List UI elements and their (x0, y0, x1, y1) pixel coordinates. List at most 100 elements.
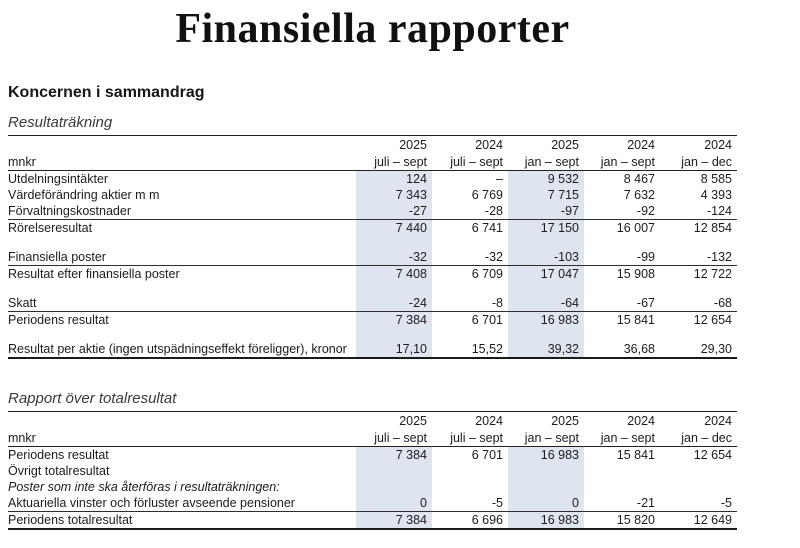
row-label: Värdeförändring aktier m m (8, 188, 160, 203)
year-header-row: 2025 2024 2025 2024 2024 (8, 135, 737, 154)
period-header: jan – sept (508, 429, 584, 448)
value-cell: 12 854 (660, 219, 737, 237)
year-header: 2024 (432, 135, 508, 154)
value-cell (508, 479, 584, 496)
value-cell: 6 709 (432, 265, 508, 283)
value-cell: 7 408 (356, 265, 432, 283)
value-cell (508, 463, 584, 480)
value-cell: -27 (356, 203, 432, 220)
value-cell: -103 (508, 249, 584, 266)
value-cell (584, 479, 660, 495)
value-cell: -21 (636, 496, 655, 511)
value-cell: 16 983 (508, 511, 584, 531)
spacer-row (8, 236, 737, 250)
value-cell: 15 841 (584, 311, 660, 329)
financial-table: 2025 2024 2025 2024 2024 mnkr juli – sept juli … (8, 135, 737, 360)
value-cell: 0 (508, 495, 584, 512)
table-block-0: Resultaträkning 2025 2024 2025 2024 2024 mnkr j… (8, 114, 737, 360)
value-cell: 9 532 (508, 170, 584, 188)
value-cell (356, 479, 432, 496)
value-cell (508, 328, 584, 342)
period-header-row: mnkr juli – sept juli – sept jan – sept jan … (8, 153, 737, 172)
value-cell (660, 328, 737, 341)
value-cell (508, 236, 584, 250)
row-label: Periodens totalresultat (8, 511, 356, 531)
row-label: Periodens resultat (8, 311, 356, 329)
year-header: 2024 (660, 411, 737, 430)
year-header: 2024 (584, 411, 660, 430)
value-cell (356, 282, 432, 296)
year-header: 2024 (660, 135, 737, 154)
value-cell: 15,52 (432, 341, 508, 360)
value-cell: 124 (356, 170, 432, 188)
financial-table: 2025 2024 2025 2024 2024 mnkr juli – sept juli … (8, 411, 737, 531)
value-cell: 29,30 (660, 341, 737, 360)
row-label: Övrigt totalresultat (8, 464, 110, 479)
row-label (8, 282, 356, 295)
value-cell: -92 (636, 204, 655, 219)
value-cell (584, 236, 660, 249)
unit-label: mnkr (8, 429, 356, 448)
table-row: Rörelseresultat 7 440 6 741 17 150 16 007 12 … (8, 219, 737, 237)
row-label: Skatt (8, 296, 37, 311)
period-header: juli – sept (432, 153, 508, 172)
period-header: juli – sept (356, 153, 432, 172)
year-header-row: 2025 2024 2025 2024 2024 (8, 411, 737, 430)
value-cell: -64 (508, 295, 584, 312)
value-cell: -5 (491, 496, 503, 511)
value-cell: 7 384 (356, 446, 432, 464)
value-cell: -124 (706, 204, 732, 219)
year-header-spacer (8, 411, 356, 430)
table-row: Periodens resultat 7 384 6 701 16 983 15 841… (8, 311, 737, 329)
period-header: jan – sept (508, 153, 584, 172)
tables-container: Resultaträkning 2025 2024 2025 2024 2024 mnkr j… (8, 114, 737, 531)
value-cell: -132 (706, 250, 732, 265)
value-cell: -32 (356, 249, 432, 266)
row-label (8, 236, 356, 249)
table-row: Övrigt totalresultat (8, 463, 737, 480)
spacer-row (8, 282, 737, 296)
value-cell: 12 722 (660, 265, 737, 283)
value-cell (660, 282, 737, 295)
value-cell (508, 282, 584, 296)
value-cell (660, 463, 737, 479)
table-row: Förvaltningskostnader -27 -28 -97 -92 -124 (8, 203, 737, 220)
value-cell: 36,68 (584, 341, 660, 360)
table-row: Värdeförändring aktier m m 7 343 6 769 7 71… (8, 187, 737, 204)
value-cell: 12 654 (693, 448, 732, 463)
value-cell (432, 236, 508, 249)
value-cell: 6 696 (432, 511, 508, 531)
value-cell (584, 328, 660, 341)
value-cell: 15 841 (616, 448, 655, 463)
value-cell (660, 479, 737, 495)
table-row: Resultat per aktie (ingen utspädningseff… (8, 341, 737, 360)
value-cell: 7 440 (356, 219, 432, 237)
row-label: Periodens resultat (8, 448, 109, 463)
value-cell (356, 463, 432, 480)
year-header-spacer (8, 135, 356, 154)
value-cell: – (496, 172, 503, 187)
table-caption: Rapport över totalresultat (8, 390, 177, 408)
table-row: Periodens totalresultat 7 384 6 696 16 983 1… (8, 511, 737, 531)
table-block-1: Rapport över totalresultat 2025 2024 2025 20… (8, 390, 737, 531)
value-cell: 17 150 (508, 219, 584, 237)
section-heading: Koncernen i sammandrag (8, 84, 205, 102)
value-cell: -24 (356, 295, 432, 312)
value-cell (584, 463, 660, 479)
value-cell: 39,32 (508, 341, 584, 360)
unit-label: mnkr (8, 153, 356, 172)
table-row: Poster som inte ska återföras i resultat… (8, 479, 737, 496)
period-header: jan – sept (584, 429, 660, 448)
row-label: Finansiella poster (8, 250, 106, 265)
year-header: 2025 (356, 135, 432, 154)
value-cell: 4 393 (700, 188, 732, 203)
value-cell: 16 983 (508, 446, 584, 464)
period-header: jan – dec (660, 429, 737, 448)
value-cell: 6 701 (432, 311, 508, 329)
value-cell: 16 983 (508, 311, 584, 329)
period-header-row: mnkr juli – sept juli – sept jan – sept jan … (8, 429, 737, 448)
value-cell (432, 282, 508, 295)
value-cell: 6 769 (471, 188, 503, 203)
row-label (8, 328, 356, 341)
table-row: Utdelningsintäkter 124 –9 532 8 467 8 585 (8, 170, 737, 188)
